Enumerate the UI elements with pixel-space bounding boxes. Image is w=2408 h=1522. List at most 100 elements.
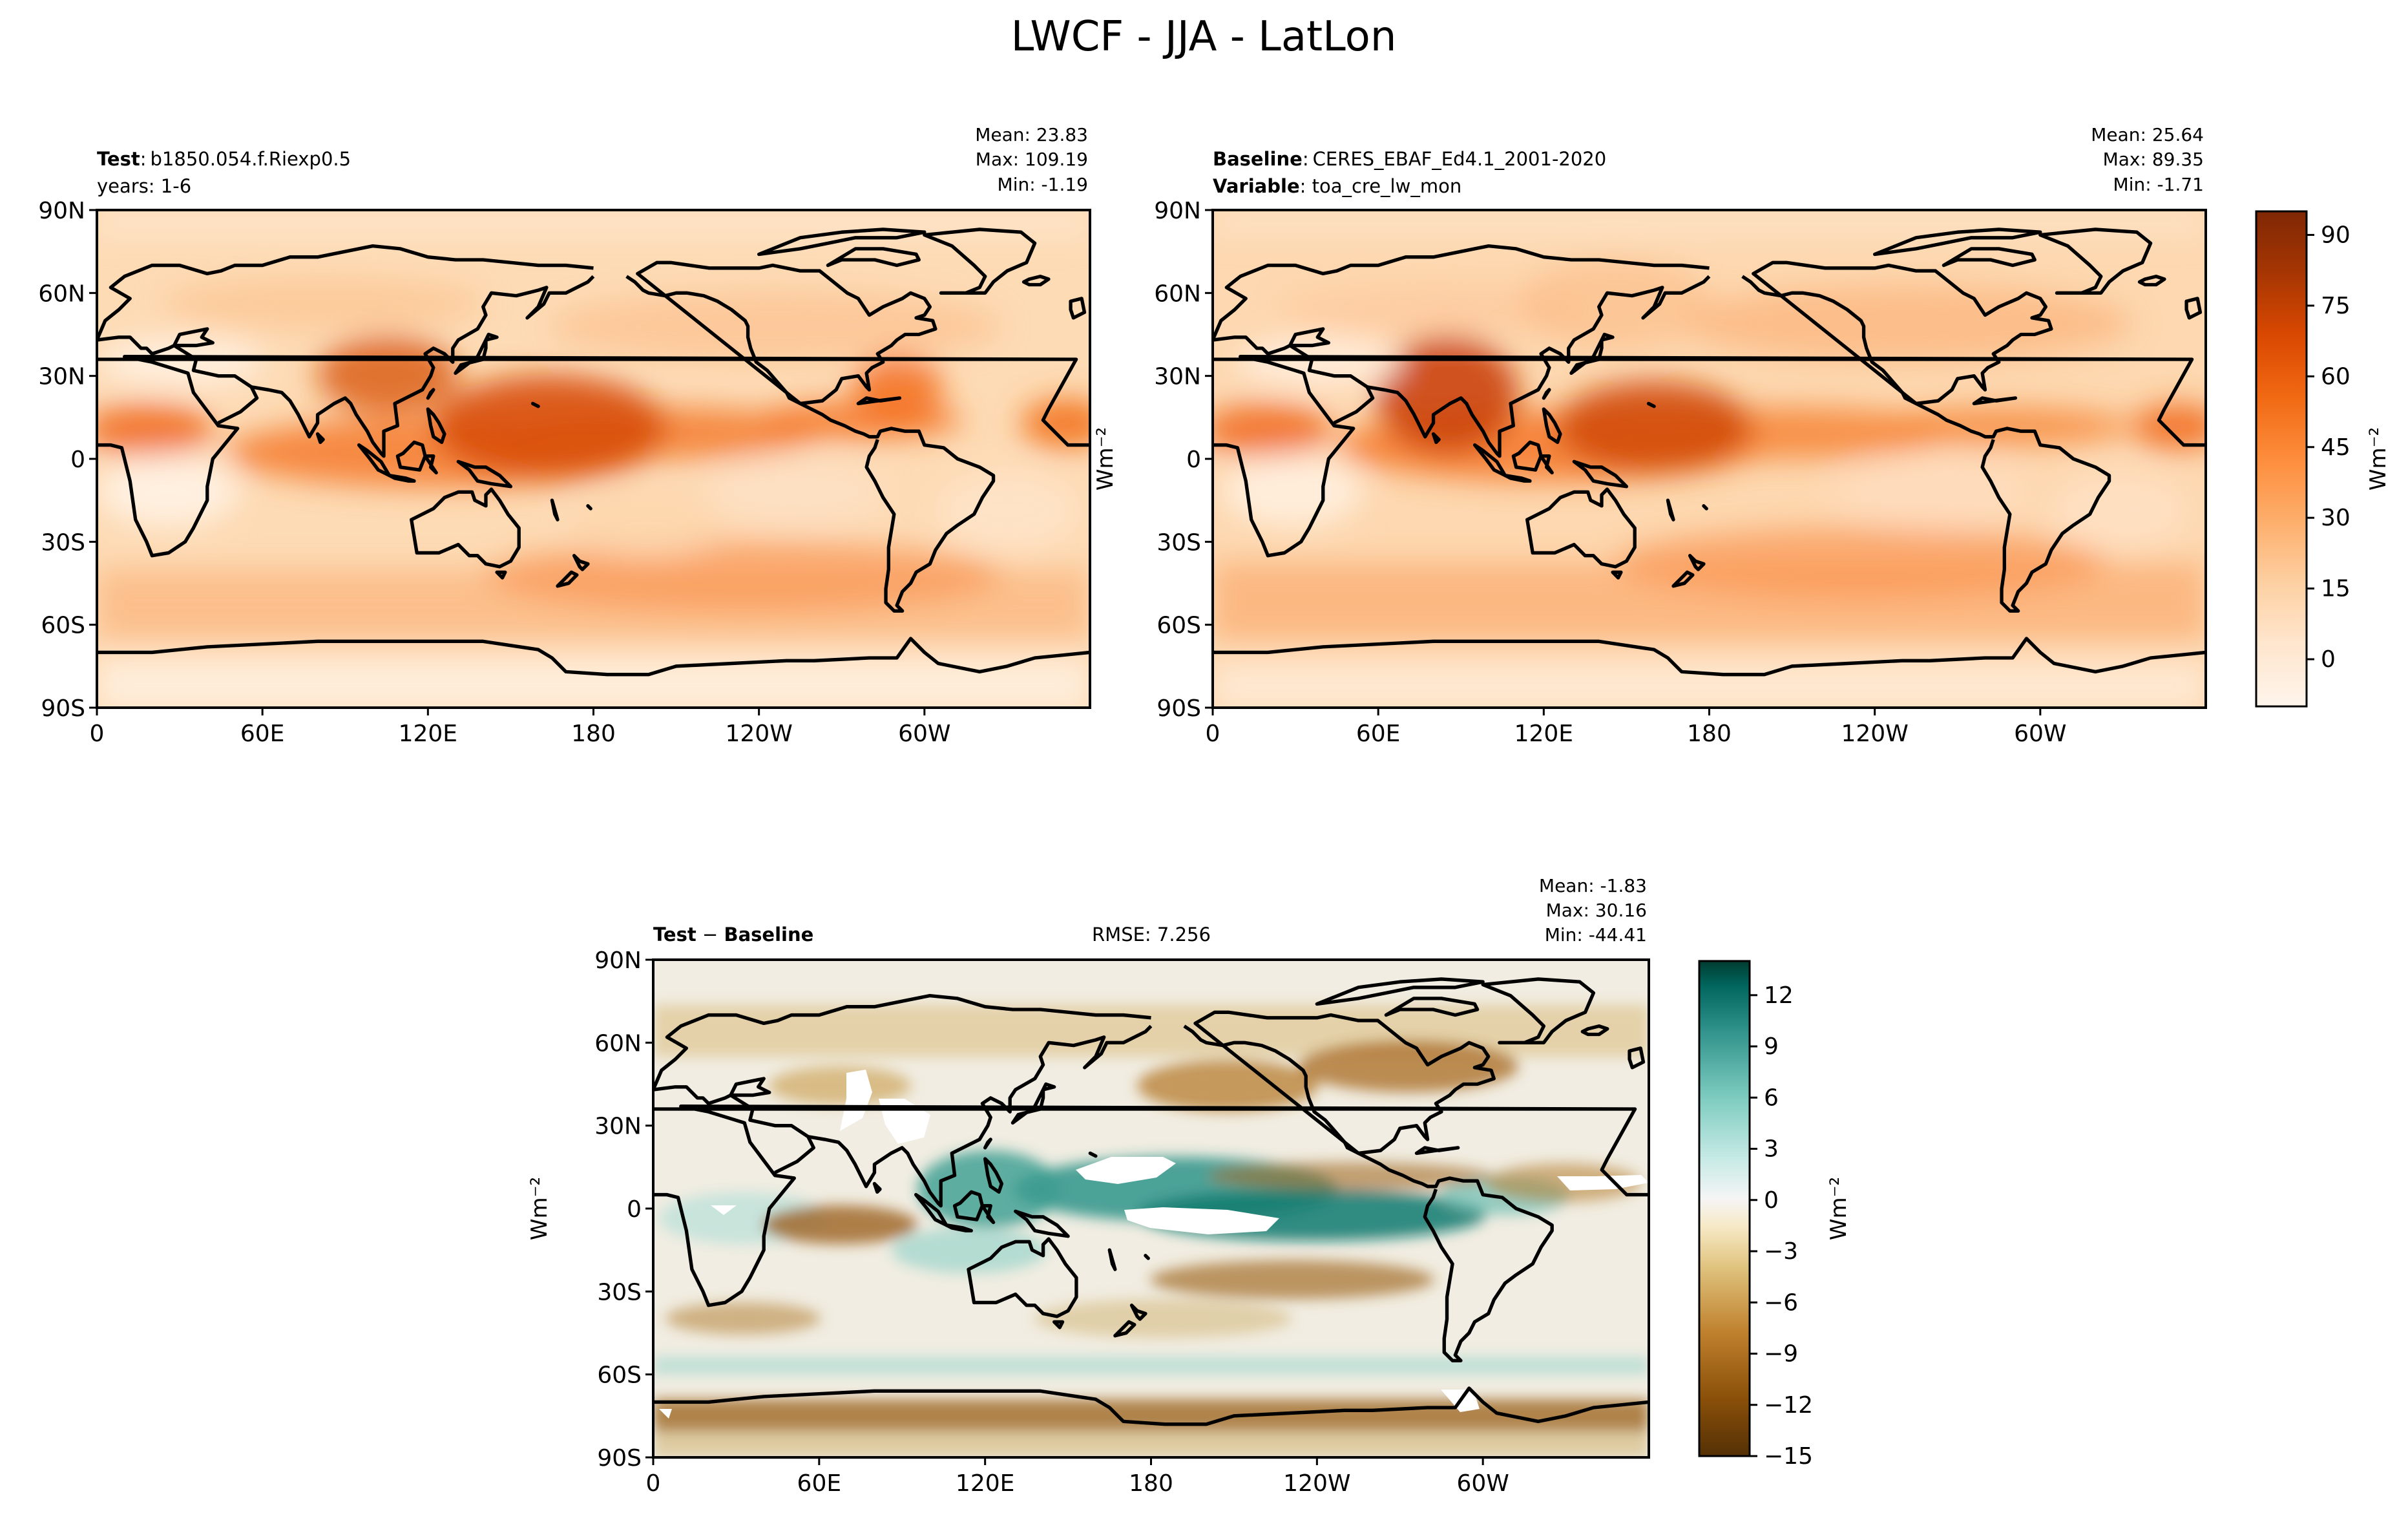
x-tick-label: 60E — [1356, 721, 1401, 747]
panel-baseline-header: Baseline: CERES_EBAF_Ed4.1_2001-2020 — [1213, 148, 1606, 170]
colorbar-tick-label: 12 — [1764, 982, 1794, 1009]
y-tick-label: 90N — [594, 947, 642, 974]
panel-test: Test: b1850.054.f.Riexp0.5 years: 1-6 Mea… — [38, 124, 1091, 747]
colorbar-oranges-ticks: 90 75 60 45 30 15 0 — [2307, 222, 2350, 673]
panel-test-label-sep: : — [140, 148, 147, 170]
colorbar-tick-label: 45 — [2321, 434, 2350, 461]
y-tick-label: 30S — [1157, 529, 1201, 556]
y-tick-label: 0 — [627, 1196, 642, 1223]
colorbar-tick-label: −12 — [1764, 1392, 1813, 1419]
colorbar-tick-label: 15 — [2321, 576, 2350, 602]
colorbar-tick-label: −9 — [1764, 1341, 1798, 1368]
x-tick-label: 180 — [571, 721, 616, 747]
colorbar-brbg-label: Wm⁻² — [1826, 1177, 1852, 1240]
y-tick-label: 30N — [38, 364, 85, 390]
panel-test-header: Test: b1850.054.f.Riexp0.5 — [97, 148, 351, 170]
panel-baseline-min: Min: -1.71 — [2113, 174, 2204, 195]
panel-baseline-label-text: CERES_EBAF_Ed4.1_2001-2020 — [1313, 148, 1607, 170]
panel-diff-mean: Mean: -1.83 — [1539, 875, 1647, 896]
panel-baseline-max: Max: 89.35 — [2103, 149, 2204, 170]
x-tick-label: 120W — [726, 721, 793, 747]
colorbar-oranges-label: Wm⁻² — [2365, 427, 2391, 491]
panel-diff-label-bold: Test — [653, 924, 696, 946]
panel-test-label-bold: Test — [97, 148, 140, 170]
panel-diff-ylabel: Wm⁻² — [527, 1177, 552, 1240]
panel-baseline-ylabel: Wm⁻² — [1093, 427, 1118, 491]
colorbar-tick-label: 30 — [2321, 505, 2350, 531]
colorbar-tick-label: 75 — [2321, 293, 2350, 319]
colorbar-oranges-frame — [2255, 210, 2308, 708]
panel-diff-header: Test − Baseline — [653, 924, 813, 946]
colorbar-tick-label: −15 — [1764, 1443, 1813, 1470]
colorbar-tick-label: −3 — [1764, 1238, 1798, 1265]
y-tick-label: 60N — [38, 280, 85, 307]
panel-baseline-variable-bold: Variable — [1213, 175, 1300, 197]
x-tick-label: 120W — [1841, 721, 1909, 747]
panel-test-label-text: b1850.054.f.Riexp0.5 — [151, 148, 351, 170]
panel-test-field — [97, 210, 1090, 708]
panel-baseline-mean: Mean: 25.64 — [2091, 124, 2204, 145]
panel-baseline: Baseline: CERES_EBAF_Ed4.1_2001-2020 Vari… — [1093, 124, 2391, 747]
x-tick-label: 120E — [1514, 721, 1573, 747]
colorbar-tick-label: 9 — [1764, 1033, 1779, 1060]
colorbar-brbg-frame — [1698, 960, 1751, 1457]
y-tick-label: 60S — [1157, 613, 1201, 639]
y-tick-label: 30S — [597, 1279, 642, 1305]
panel-baseline-field — [1213, 210, 2206, 708]
y-tick-label: 60S — [597, 1362, 642, 1389]
x-tick-label: 120E — [956, 1470, 1014, 1497]
y-tick-label: 0 — [1186, 447, 1201, 473]
colorbar-tick-label: 3 — [1764, 1136, 1779, 1163]
panel-baseline-variable: Variable: toa_cre_lw_mon — [1213, 175, 1461, 197]
y-tick-label: 90N — [38, 198, 85, 224]
x-tick-label: 180 — [1129, 1470, 1173, 1497]
panel-test-max: Max: 109.19 — [976, 149, 1088, 170]
colorbar-tick-label: 0 — [1764, 1187, 1779, 1214]
y-tick-label: 30N — [1154, 364, 1201, 390]
panel-diff-field — [653, 960, 1649, 1457]
y-tick-label: 60N — [594, 1030, 642, 1057]
x-tick-label: 60E — [797, 1470, 842, 1497]
x-tick-label: 60E — [240, 721, 285, 747]
y-tick-label: 0 — [70, 447, 85, 473]
y-tick-label: 30S — [41, 529, 85, 556]
colorbar-brbg-ticks: 12 9 6 3 0 −3 −6 −9 −12 −15 — [1750, 982, 1813, 1470]
panel-diff-label-bold2: Baseline — [724, 924, 813, 946]
y-tick-label: 90S — [597, 1445, 642, 1472]
x-tick-label: 0 — [646, 1470, 661, 1497]
y-tick-label: 60N — [1154, 280, 1201, 307]
y-tick-label: 30N — [594, 1114, 642, 1140]
figure-title: LWCF - JJA - LatLon — [1011, 13, 1397, 61]
colorbar-tick-label: 0 — [2321, 646, 2336, 673]
y-tick-label: 90S — [1157, 695, 1201, 722]
colorbar-tick-label: 6 — [1764, 1084, 1779, 1111]
y-tick-label: 90S — [41, 695, 85, 722]
panel-baseline-label-sep: : — [1303, 148, 1309, 170]
panel-diff-max: Max: 30.16 — [1546, 900, 1647, 921]
x-tick-label: 60W — [2014, 721, 2066, 747]
colorbar-brbg — [1699, 961, 1750, 1456]
colorbar-tick-label: 90 — [2321, 222, 2350, 248]
x-tick-label: 0 — [90, 721, 105, 747]
panel-test-axes: 0 60E 120E 180 120W 60W 90N 60N 30N 0 30S 60S 90S — [38, 198, 950, 747]
panel-diff: Test − Baseline RMSE: 7.256 Mean: -1.83 … — [527, 875, 1852, 1497]
panel-test-mean: Mean: 23.83 — [975, 124, 1088, 145]
panel-diff-rmse: RMSE: 7.256 — [1092, 924, 1211, 946]
panel-test-years: years: 1-6 — [97, 175, 191, 197]
colorbar-tick-label: −6 — [1764, 1289, 1798, 1316]
x-tick-label: 180 — [1687, 721, 1732, 747]
panel-baseline-variable-text: : toa_cre_lw_mon — [1300, 175, 1462, 197]
panel-diff-axes: 0 60E 120E 180 120W 60W 90N 60N 30N 0 30S 60S 90S — [594, 947, 1509, 1497]
x-tick-label: 120W — [1283, 1470, 1350, 1497]
panel-diff-label-sep: − — [696, 924, 724, 946]
panel-test-min: Min: -1.19 — [998, 174, 1088, 195]
y-tick-label: 60S — [41, 613, 85, 639]
y-tick-label: 90N — [1154, 198, 1201, 224]
colorbar-oranges — [2256, 211, 2307, 706]
x-tick-label: 60W — [898, 721, 950, 747]
x-tick-label: 120E — [399, 721, 457, 747]
panel-diff-min: Min: -44.41 — [1545, 924, 1647, 946]
x-tick-label: 60W — [1456, 1470, 1509, 1497]
panel-baseline-axes: 0 60E 120E 180 120W 60W 90N 60N 30N 0 30S 60S 90S — [1154, 198, 2066, 747]
